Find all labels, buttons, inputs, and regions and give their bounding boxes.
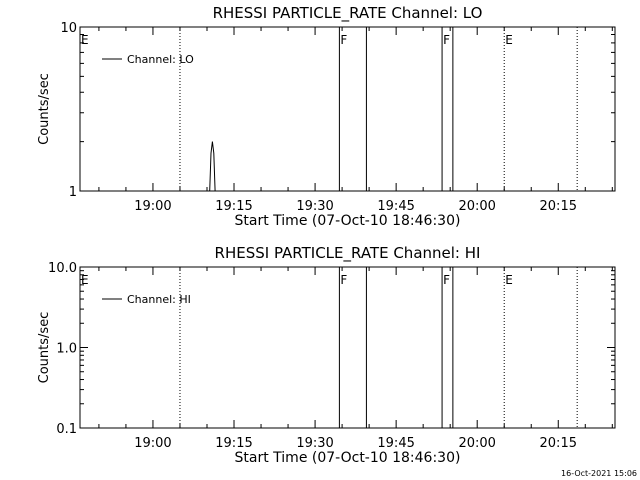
y-tick-label: 1: [69, 185, 77, 200]
x-axis-label: Start Time (07-Oct-10 18:46:30): [235, 450, 461, 466]
y-tick-label: 1.0: [56, 342, 77, 357]
event-marker-label: E: [81, 273, 89, 287]
event-marker-label: E: [81, 33, 89, 47]
event-marker-label: F: [340, 273, 347, 287]
event-marker-label: F: [443, 33, 450, 47]
y-axis-label: Counts/sec: [37, 312, 52, 384]
x-tick-label: 20:15: [540, 199, 577, 214]
x-tick-label: 19:30: [296, 199, 333, 214]
legend-label: Channel: HI: [127, 293, 191, 306]
y-tick-label: 0.1: [56, 422, 77, 437]
x-tick-label: 20:15: [540, 436, 577, 451]
y-axis-label: Counts/sec: [37, 73, 52, 145]
event-marker-label: E: [505, 33, 513, 47]
plot-frame: [79, 26, 616, 192]
event-marker-label: F: [340, 33, 347, 47]
plot-frame: [79, 266, 616, 429]
chart-title: RHESSI PARTICLE_RATE Channel: LO: [213, 4, 483, 23]
series-line: [209, 141, 216, 192]
y-tick-label: 10: [60, 21, 77, 36]
x-tick-label: 19:00: [134, 436, 171, 451]
y-tick-label: 10.0: [48, 261, 77, 276]
x-tick-label: 19:15: [215, 436, 252, 451]
x-tick-label: 19:30: [296, 436, 333, 451]
footer-timestamp: 16-Oct-2021 15:06: [561, 469, 637, 478]
event-marker-label: E: [505, 273, 513, 287]
x-tick-label: 19:15: [215, 199, 252, 214]
x-tick-label: 19:45: [377, 199, 414, 214]
x-tick-label: 19:45: [377, 436, 414, 451]
x-tick-label: 20:00: [458, 436, 495, 451]
legend-label: Channel: LO: [127, 53, 194, 66]
x-tick-label: 19:00: [134, 199, 171, 214]
x-tick-label: 20:00: [458, 199, 495, 214]
chart-title: RHESSI PARTICLE_RATE Channel: HI: [215, 244, 481, 263]
x-axis-label: Start Time (07-Oct-10 18:46:30): [235, 213, 461, 229]
event-marker-label: F: [443, 273, 450, 287]
